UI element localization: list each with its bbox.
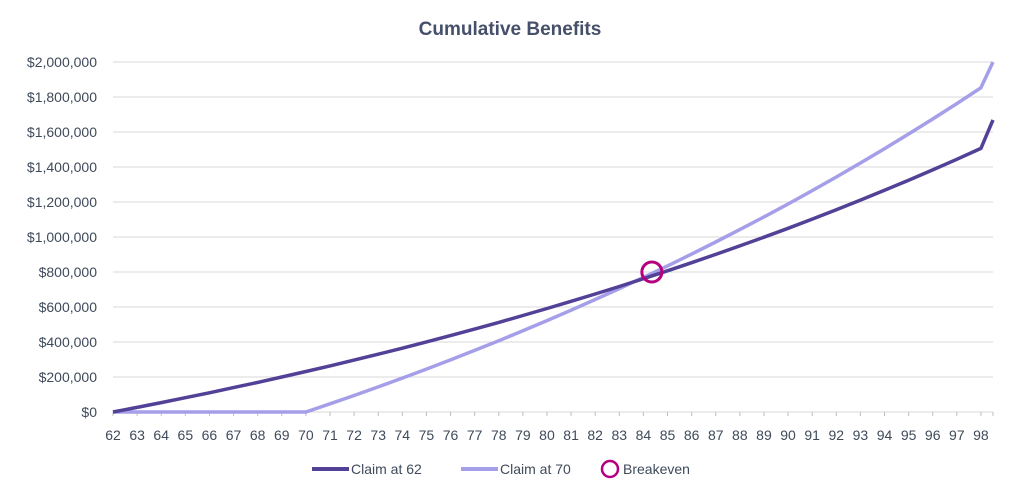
y-tick-label: $1,000,000 [27,229,97,245]
legend-label: Claim at 62 [351,461,422,477]
x-tick-label: 64 [153,427,169,443]
x-tick-label: 80 [539,427,555,443]
chart-title: Cumulative Benefits [419,19,602,40]
breakeven-marker [640,260,664,284]
x-tick-label: 91 [804,427,820,443]
breakeven-marker-group [640,260,664,284]
y-axis-ticks: $0 $200,000 $400,000 $600,000 $800,000 $1,000… [27,54,97,420]
x-tick-label: 86 [684,427,700,443]
y-tick-label: $800,000 [39,264,98,280]
x-tick-label: 85 [660,427,676,443]
legend-breakeven-icon [600,459,620,479]
x-tick-label: 87 [708,427,724,443]
y-tick-label: $1,800,000 [27,89,97,105]
x-tick-label: 75 [419,427,435,443]
x-tick-label: 93 [853,427,869,443]
y-tick-label: $2,000,000 [27,54,97,70]
x-tick-label: 71 [322,427,338,443]
legend: Claim at 62 Claim at 70 Breakeven [312,459,690,479]
x-tick-label: 84 [636,427,652,443]
x-tick-label: 94 [877,427,893,443]
y-tick-label: $0 [81,404,97,420]
y-tick-label: $1,400,000 [27,159,97,175]
x-tick-label: 69 [274,427,290,443]
series-line-claim-at-70 [113,61,995,414]
x-tick-label: 81 [563,427,579,443]
grid-lines [113,61,993,413]
x-tick-label: 77 [467,427,483,443]
y-tick-label: $1,200,000 [27,194,97,210]
x-tick-label: 65 [178,427,194,443]
legend-label: Claim at 70 [500,461,571,477]
series-lines [112,61,995,414]
y-tick-label: $400,000 [39,334,98,350]
x-tick-label: 88 [732,427,748,443]
x-tick-label: 74 [395,427,411,443]
x-tick-label: 95 [901,427,917,443]
x-tick-label: 78 [491,427,507,443]
x-tick-label: 73 [370,427,386,443]
x-tick-label: 76 [443,427,459,443]
series-line-claim-at-62 [112,119,995,414]
legend-label: Breakeven [623,461,690,477]
x-tick-label: 89 [756,427,772,443]
y-tick-label: $1,600,000 [27,124,97,140]
x-tick-label: 62 [105,427,121,443]
x-tick-label: 67 [226,427,242,443]
x-tick-label: 90 [780,427,796,443]
x-tick-label: 79 [515,427,531,443]
x-tick-label: 68 [250,427,266,443]
y-tick-label: $600,000 [39,299,98,315]
x-tick-label: 82 [587,427,603,443]
x-tick-label: 72 [346,427,362,443]
x-tick-label: 63 [129,427,145,443]
x-tick-label: 96 [925,427,941,443]
x-tick-label: 83 [612,427,628,443]
x-tick-label: 98 [973,427,989,443]
x-tick-label: 92 [828,427,844,443]
x-axis-ticks: 62 63 64 65 66 67 68 69 70 71 72 73 74 75 76 77 78 79 80 81… [105,412,994,443]
x-tick-label: 66 [202,427,218,443]
x-tick-label: 97 [949,427,965,443]
y-tick-label: $200,000 [39,369,98,385]
x-tick-label: 70 [298,427,314,443]
